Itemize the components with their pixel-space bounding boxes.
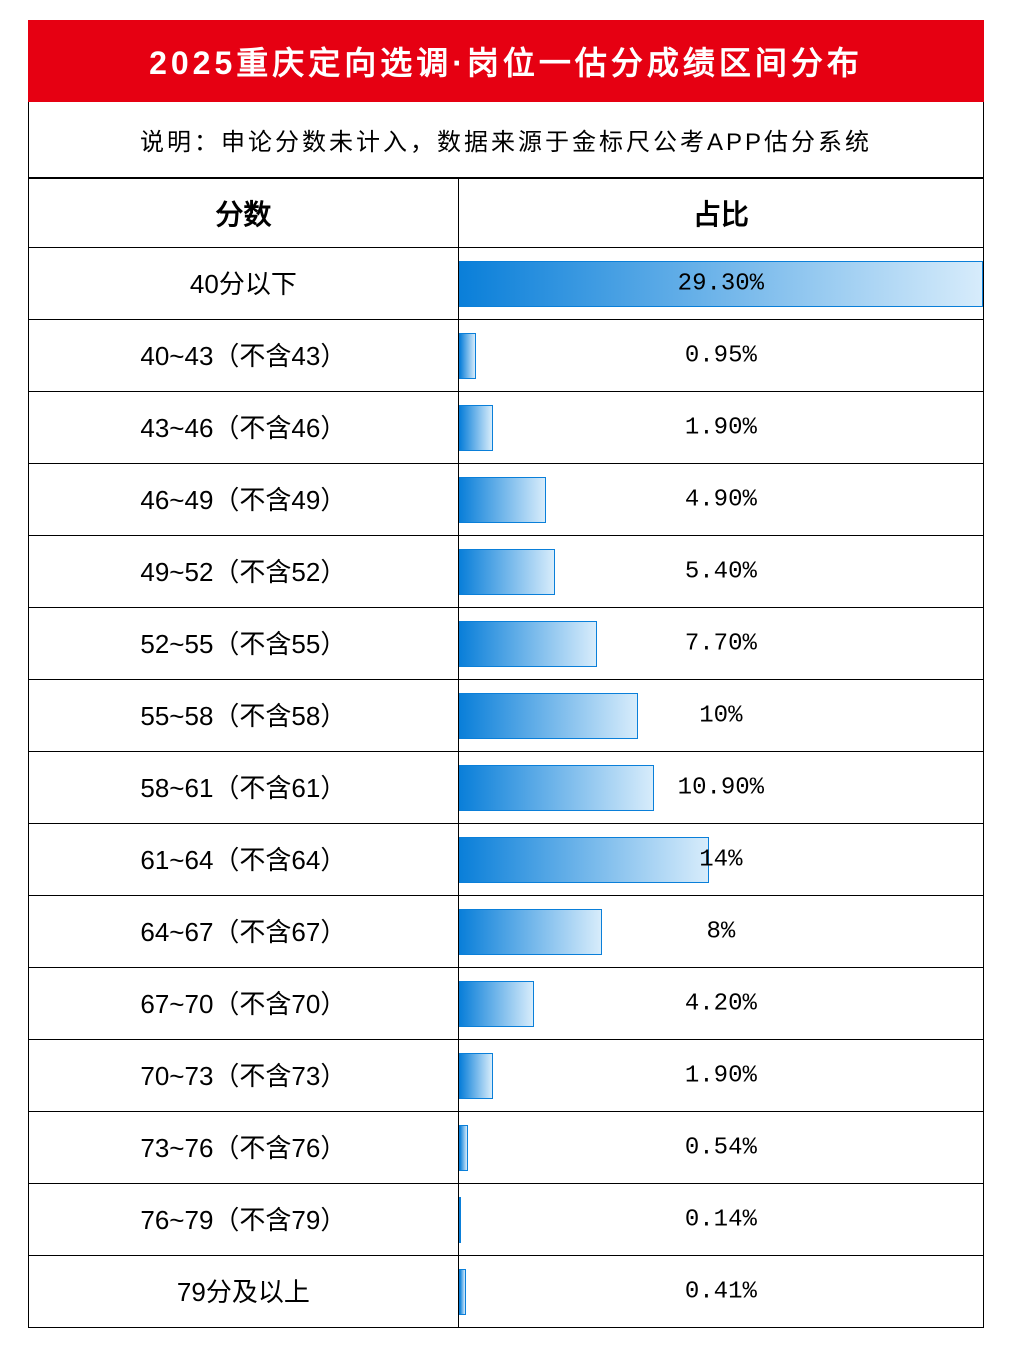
ratio-bar [459, 909, 602, 955]
ratio-bar [459, 405, 493, 451]
ratio-bar [459, 981, 534, 1027]
col-header-ratio: 占比 [458, 179, 983, 248]
score-range-cell: 52~55（不含55） [29, 608, 459, 680]
ratio-bar-cell: 0.14% [458, 1184, 983, 1256]
bar-wrap: 4.20% [459, 973, 983, 1035]
ratio-bar-cell: 5.40% [458, 536, 983, 608]
ratio-bar-cell: 0.95% [458, 320, 983, 392]
ratio-bar [459, 549, 556, 595]
ratio-bar-cell: 8% [458, 896, 983, 968]
ratio-label: 4.90% [685, 486, 757, 513]
score-range-cell: 73~76（不含76） [29, 1112, 459, 1184]
score-range-cell: 40分以下 [29, 248, 459, 320]
bar-wrap: 8% [459, 901, 983, 963]
chart-subtitle: 说明：申论分数未计入，数据来源于金标尺公考APP估分系统 [28, 102, 984, 178]
chart-title: 2025重庆定向选调·岗位一估分成绩区间分布 [28, 20, 984, 102]
ratio-label: 29.30% [678, 270, 764, 297]
ratio-label: 10.90% [678, 774, 764, 801]
bar-wrap: 0.14% [459, 1189, 983, 1251]
table-row: 73~76（不含76） 0.54% [29, 1112, 984, 1184]
bar-wrap: 1.90% [459, 1045, 983, 1107]
ratio-label: 4.20% [685, 990, 757, 1017]
table-row: 55~58（不含58） 10% [29, 680, 984, 752]
ratio-label: 0.95% [685, 342, 757, 369]
bar-wrap: 14% [459, 829, 983, 891]
table-row: 58~61（不含61） 10.90% [29, 752, 984, 824]
bar-wrap: 10% [459, 685, 983, 747]
table-row: 40~43（不含43） 0.95% [29, 320, 984, 392]
ratio-bar [459, 837, 709, 883]
bar-wrap: 0.95% [459, 325, 983, 387]
col-header-score: 分数 [29, 179, 459, 248]
ratio-bar [459, 1269, 466, 1315]
ratio-bar-cell: 4.90% [458, 464, 983, 536]
ratio-label: 10% [699, 702, 742, 729]
ratio-bar [459, 1125, 469, 1171]
table-row: 61~64（不含64） 14% [29, 824, 984, 896]
score-range-cell: 55~58（不含58） [29, 680, 459, 752]
bar-wrap: 29.30% [459, 253, 983, 315]
ratio-bar [459, 693, 638, 739]
ratio-bar [459, 621, 597, 667]
ratio-bar-cell: 10% [458, 680, 983, 752]
ratio-bar [459, 1197, 462, 1243]
ratio-bar-cell: 1.90% [458, 1040, 983, 1112]
bar-wrap: 0.54% [459, 1117, 983, 1179]
score-range-cell: 61~64（不含64） [29, 824, 459, 896]
score-range-cell: 67~70（不含70） [29, 968, 459, 1040]
ratio-label: 0.54% [685, 1134, 757, 1161]
ratio-bar-cell: 0.54% [458, 1112, 983, 1184]
table-row: 79分及以上 0.41% [29, 1256, 984, 1328]
score-range-cell: 76~79（不含79） [29, 1184, 459, 1256]
score-range-cell: 79分及以上 [29, 1256, 459, 1328]
bar-wrap: 10.90% [459, 757, 983, 819]
ratio-bar-cell: 14% [458, 824, 983, 896]
ratio-bar [459, 1053, 493, 1099]
table-row: 43~46（不含46） 1.90% [29, 392, 984, 464]
ratio-bar [459, 477, 547, 523]
ratio-bar-cell: 4.20% [458, 968, 983, 1040]
table-row: 70~73（不含73） 1.90% [29, 1040, 984, 1112]
table-row: 49~52（不含52） 5.40% [29, 536, 984, 608]
score-range-cell: 49~52（不含52） [29, 536, 459, 608]
score-range-cell: 64~67（不含67） [29, 896, 459, 968]
table-row: 40分以下 29.30% [29, 248, 984, 320]
ratio-bar-cell: 29.30% [458, 248, 983, 320]
table-row: 46~49（不含49） 4.90% [29, 464, 984, 536]
table-row: 67~70（不含70） 4.20% [29, 968, 984, 1040]
bar-wrap: 7.70% [459, 613, 983, 675]
score-distribution-table: 分数 占比 40分以下 29.30% 40~43（不含43） 0.95% 43~46（不… [28, 178, 984, 1328]
ratio-bar-cell: 0.41% [458, 1256, 983, 1328]
ratio-label: 8% [706, 918, 735, 945]
score-range-cell: 58~61（不含61） [29, 752, 459, 824]
ratio-label: 1.90% [685, 1062, 757, 1089]
bar-wrap: 0.41% [459, 1261, 983, 1323]
ratio-bar-cell: 1.90% [458, 392, 983, 464]
table-row: 64~67（不含67） 8% [29, 896, 984, 968]
ratio-bar [459, 333, 476, 379]
score-range-cell: 43~46（不含46） [29, 392, 459, 464]
chart-container: 2025重庆定向选调·岗位一估分成绩区间分布 说明：申论分数未计入，数据来源于金… [0, 0, 1012, 1348]
ratio-bar-cell: 10.90% [458, 752, 983, 824]
table-row: 52~55（不含55） 7.70% [29, 608, 984, 680]
score-range-cell: 70~73（不含73） [29, 1040, 459, 1112]
score-range-cell: 46~49（不含49） [29, 464, 459, 536]
ratio-bar-cell: 7.70% [458, 608, 983, 680]
ratio-bar [459, 765, 654, 811]
table-header-row: 分数 占比 [29, 179, 984, 248]
table-row: 76~79（不含79） 0.14% [29, 1184, 984, 1256]
ratio-label: 0.41% [685, 1278, 757, 1305]
bar-wrap: 1.90% [459, 397, 983, 459]
bar-wrap: 5.40% [459, 541, 983, 603]
ratio-label: 7.70% [685, 630, 757, 657]
bar-wrap: 4.90% [459, 469, 983, 531]
ratio-label: 14% [699, 846, 742, 873]
ratio-label: 1.90% [685, 414, 757, 441]
score-range-cell: 40~43（不含43） [29, 320, 459, 392]
ratio-label: 5.40% [685, 558, 757, 585]
ratio-label: 0.14% [685, 1206, 757, 1233]
